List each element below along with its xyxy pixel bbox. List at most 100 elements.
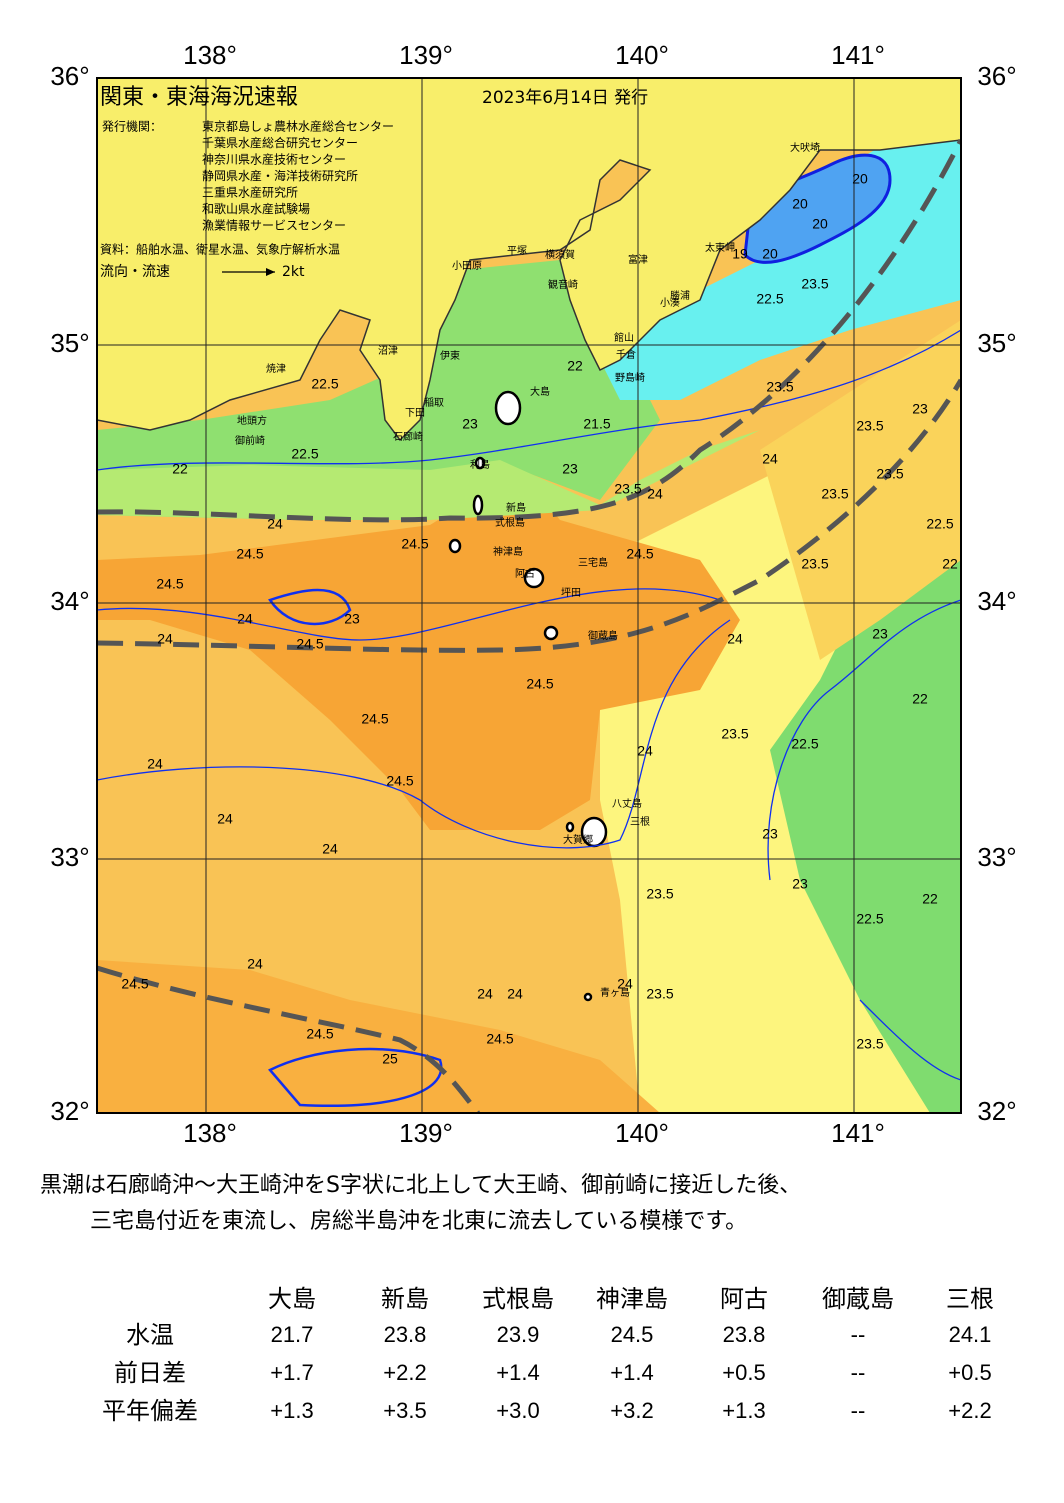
lon-label: 140°: [615, 1118, 669, 1148]
contour-label: 23: [912, 401, 928, 417]
contour-label: 22.5: [791, 736, 818, 752]
lat-label: 33°: [50, 842, 89, 872]
contour-label: 24.5: [121, 976, 148, 992]
contour-label: 20: [762, 246, 778, 262]
place-name: 新島: [506, 501, 526, 514]
contour-label: 23: [462, 416, 478, 432]
contour-label: 24.5: [236, 546, 263, 562]
contour-label: 24: [247, 956, 263, 972]
contour-label: 22: [567, 358, 583, 374]
source: 資料：船舶水温、衛星水温、気象庁解析水温: [100, 242, 340, 257]
sea-mid: [760, 320, 961, 660]
contour-label: 23: [762, 826, 778, 842]
contour-label: 24.5: [306, 1026, 333, 1042]
cell: +3.0: [496, 1398, 539, 1423]
cell: +1.3: [270, 1398, 313, 1423]
place-name: 大島: [530, 385, 550, 398]
graticule: [97, 78, 961, 1113]
lon-label: 139°: [399, 1118, 453, 1148]
contour-label: 24.5: [361, 711, 388, 727]
cell: +1.4: [610, 1360, 653, 1385]
cell: --: [851, 1398, 866, 1423]
contour-label: 23: [344, 611, 360, 627]
contour-label: 23: [872, 626, 888, 642]
contour-label: 24.5: [486, 1031, 513, 1047]
cell: --: [851, 1360, 866, 1385]
isotherms: [97, 329, 961, 1107]
contour-label: 24: [237, 611, 253, 627]
agency: 和歌山県水産試験場: [202, 201, 310, 216]
contour-label: 22: [172, 461, 188, 477]
contour-label: 24: [507, 986, 523, 1002]
legend-label: 流向・流速: [100, 264, 170, 280]
place-name: 三根: [630, 815, 650, 828]
place-name: 観音崎: [548, 278, 578, 291]
column-header: 阿古: [720, 1285, 768, 1313]
place-name: 平塚: [507, 245, 527, 257]
place-name: 沼津: [378, 344, 398, 357]
place-name: 大吠埼: [790, 141, 820, 154]
cell: 23.9: [497, 1322, 540, 1347]
contour-label: 22.5: [311, 376, 338, 392]
lat-label: 32°: [50, 1096, 89, 1126]
contour-label: 24.5: [386, 773, 413, 789]
lon-label: 138°: [183, 1118, 237, 1148]
place-name: 野島崎: [615, 371, 645, 384]
cell: +2.2: [383, 1360, 426, 1385]
contour-label: 22: [942, 556, 958, 572]
contour-label: 24: [147, 756, 163, 772]
lon-label: 139°: [399, 40, 453, 70]
summary-line: 黒潮は石廊崎沖～大王崎沖をS字状に北上して大王崎、御前崎に接近した後、: [40, 1173, 801, 1198]
islands: [448, 390, 608, 1002]
contour-label: 23.5: [801, 556, 828, 572]
place-name: 神津島: [493, 545, 523, 558]
cell: --: [851, 1322, 866, 1347]
place-name: 小湊: [660, 296, 680, 309]
contour-label: 24.5: [626, 546, 653, 562]
land: [97, 78, 961, 442]
contour-label: 23.5: [821, 486, 848, 502]
lat-label: 34°: [977, 586, 1016, 616]
place-name: 稲取: [424, 397, 444, 409]
sea-yellowgreen: [97, 430, 760, 520]
map-frame: [96, 77, 962, 1114]
column-header: 神津島: [596, 1285, 668, 1313]
contour-label: 24: [217, 811, 233, 827]
cell: +1.3: [722, 1398, 765, 1423]
place-name: 青ヶ島: [600, 986, 630, 999]
row-label: 平年偏差: [102, 1397, 198, 1425]
column-header: 大島: [268, 1285, 316, 1313]
place-name: 地頭方: [237, 414, 267, 427]
lon-label: 138°: [183, 40, 237, 70]
agency: 静岡県水産・海洋技術研究所: [202, 168, 358, 183]
contour-label: 23.5: [856, 1036, 883, 1052]
contour-label: 20: [812, 216, 828, 232]
lat-label: 32°: [977, 1096, 1016, 1126]
contour-label: 20: [852, 171, 868, 187]
contour-label: 24.5: [526, 676, 553, 692]
lat-label: 35°: [977, 328, 1016, 358]
contour-label: 24: [617, 976, 633, 992]
column-header: 新島: [381, 1285, 429, 1313]
contour-label: 22: [912, 691, 928, 707]
contour-label: 23: [562, 461, 578, 477]
lon-label: 140°: [615, 40, 669, 70]
contour-label: 24: [727, 631, 743, 647]
place-name: 阿古: [515, 567, 535, 580]
column-header: 三根: [946, 1285, 994, 1313]
contour-label: 22: [922, 891, 938, 907]
contour-label: 22.5: [926, 516, 953, 532]
cell: +1.7: [270, 1360, 313, 1385]
place-name: 太東岬: [705, 241, 735, 254]
row-label: 前日差: [114, 1359, 186, 1387]
contour-label: 23.5: [801, 276, 828, 292]
cell: +3.5: [383, 1398, 426, 1423]
cell: 23.8: [723, 1322, 766, 1347]
issue-date: 2023年6月14日 発行: [482, 88, 648, 108]
kuroshio-axis: [97, 138, 961, 1113]
lat-label: 34°: [50, 586, 89, 616]
place-name: 千倉: [616, 348, 636, 361]
contour-label: 24: [322, 841, 338, 857]
agency: 三重県水産研究所: [202, 185, 298, 200]
